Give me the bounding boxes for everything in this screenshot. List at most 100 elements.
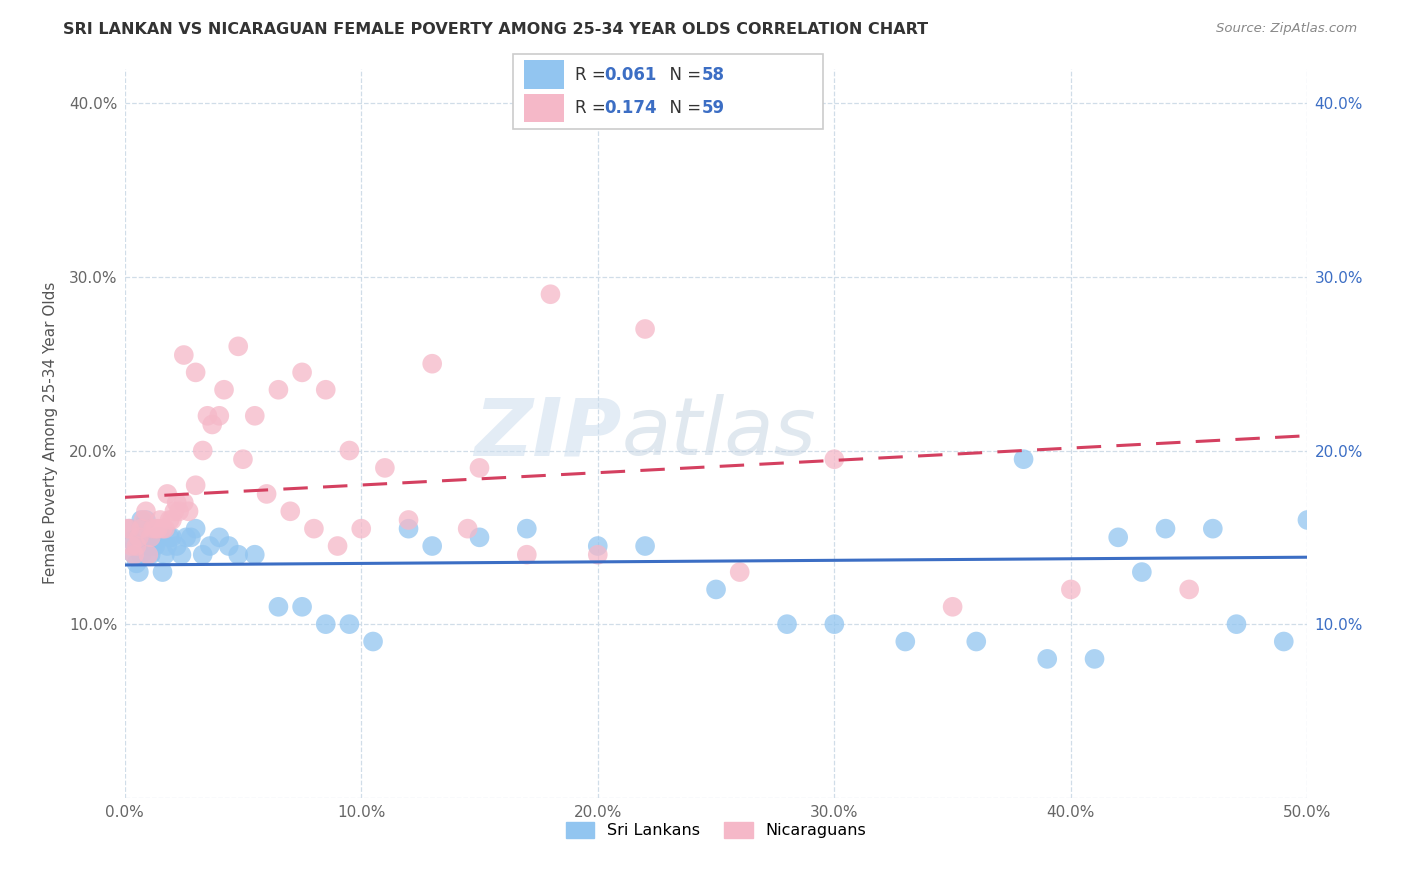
- Text: N =: N =: [659, 66, 707, 84]
- Point: [129, 548, 152, 562]
- Point: [350, 522, 373, 536]
- Point: [420, 357, 443, 371]
- Point: [135, 513, 157, 527]
- Point: [156, 539, 179, 553]
- Point: [823, 452, 845, 467]
- Point: [191, 443, 214, 458]
- Point: [128, 565, 150, 579]
- Point: [728, 565, 751, 579]
- Point: [457, 522, 479, 536]
- Point: [339, 617, 361, 632]
- Text: atlas: atlas: [621, 394, 817, 472]
- Point: [1154, 522, 1177, 536]
- Point: [823, 617, 845, 632]
- Text: ZIP: ZIP: [474, 394, 621, 472]
- Point: [142, 539, 165, 553]
- Point: [361, 634, 384, 648]
- Point: [208, 409, 231, 423]
- Point: [184, 365, 207, 379]
- Point: [121, 533, 143, 548]
- Point: [132, 513, 155, 527]
- Point: [540, 287, 562, 301]
- Point: [122, 548, 145, 562]
- Point: [118, 522, 141, 536]
- Point: [153, 548, 176, 562]
- Point: [291, 599, 314, 614]
- Point: [163, 504, 186, 518]
- Point: [125, 557, 148, 571]
- Point: [1272, 634, 1295, 648]
- Point: [243, 409, 266, 423]
- Point: [180, 530, 202, 544]
- Point: [128, 530, 150, 544]
- Text: N =: N =: [659, 99, 707, 117]
- Point: [156, 487, 179, 501]
- Point: [159, 530, 181, 544]
- Point: [516, 522, 538, 536]
- Point: [267, 383, 290, 397]
- Point: [208, 530, 231, 544]
- Point: [315, 617, 337, 632]
- Point: [145, 539, 167, 553]
- Point: [145, 522, 167, 536]
- Point: [139, 530, 162, 544]
- Point: [1036, 652, 1059, 666]
- Point: [256, 487, 278, 501]
- Point: [218, 539, 240, 553]
- Point: [129, 522, 152, 536]
- Point: [1202, 522, 1225, 536]
- Point: [125, 539, 148, 553]
- Point: [166, 495, 188, 509]
- Point: [226, 548, 249, 562]
- Point: [339, 443, 361, 458]
- Point: [167, 504, 190, 518]
- Point: [1083, 652, 1105, 666]
- Point: [291, 365, 314, 379]
- Point: [1178, 582, 1201, 597]
- Point: [894, 634, 917, 648]
- Text: 58: 58: [702, 66, 724, 84]
- Point: [586, 539, 609, 553]
- Point: [173, 495, 195, 509]
- Point: [159, 513, 181, 527]
- Point: [160, 513, 183, 527]
- Point: [1130, 565, 1153, 579]
- Point: [468, 461, 491, 475]
- Point: [278, 504, 301, 518]
- Text: R =: R =: [575, 99, 612, 117]
- Point: [121, 539, 143, 553]
- Point: [152, 522, 174, 536]
- Point: [965, 634, 987, 648]
- Point: [191, 548, 214, 562]
- Point: [139, 548, 162, 562]
- Point: [468, 530, 491, 544]
- Text: SRI LANKAN VS NICARAGUAN FEMALE POVERTY AMONG 25-34 YEAR OLDS CORRELATION CHART: SRI LANKAN VS NICARAGUAN FEMALE POVERTY …: [63, 22, 928, 37]
- Point: [1107, 530, 1129, 544]
- Point: [942, 599, 965, 614]
- Point: [1296, 513, 1319, 527]
- Point: [315, 383, 337, 397]
- Point: [198, 539, 221, 553]
- Point: [243, 548, 266, 562]
- Point: [201, 417, 224, 432]
- Point: [132, 530, 155, 544]
- Point: [184, 478, 207, 492]
- Point: [136, 539, 159, 553]
- Point: [586, 548, 609, 562]
- Point: [184, 522, 207, 536]
- Point: [149, 513, 172, 527]
- Point: [232, 452, 254, 467]
- Point: [704, 582, 727, 597]
- Legend: Sri Lankans, Nicaraguans: Sri Lankans, Nicaraguans: [560, 815, 873, 845]
- Point: [1060, 582, 1083, 597]
- Point: [153, 522, 176, 536]
- Point: [516, 548, 538, 562]
- Point: [302, 522, 325, 536]
- Point: [146, 522, 169, 536]
- Point: [115, 522, 138, 536]
- Point: [267, 599, 290, 614]
- Point: [122, 548, 145, 562]
- Point: [1012, 452, 1035, 467]
- Point: [173, 348, 195, 362]
- Point: [398, 513, 420, 527]
